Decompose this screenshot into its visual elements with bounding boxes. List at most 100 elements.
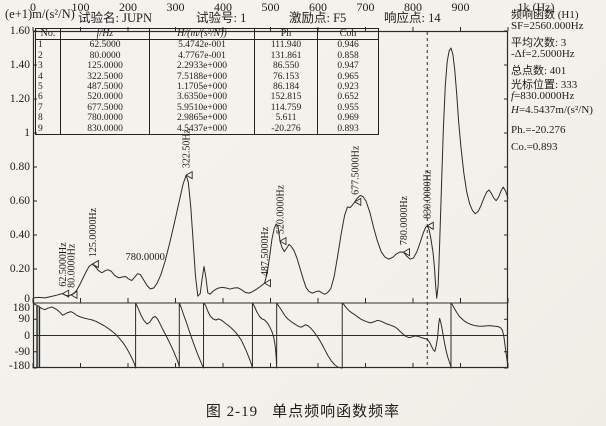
mag-axis-label: 0.20 <box>9 263 30 275</box>
mag-axis-label: 0.80 <box>9 161 30 173</box>
table-cell: 3 <box>35 61 61 72</box>
table-cell: 0.965 <box>317 71 379 83</box>
table-row: 6 520.0000 3.6350e+000 152.815 0.652 <box>35 92 379 103</box>
table-row: 2 80.0000 4.7767e-001 131.861 0.858 <box>35 50 379 62</box>
sidebar-line: SF=2560.000Hz <box>511 20 584 32</box>
y-axis-unit-label: (e+1)m/(s²/N) <box>5 7 75 21</box>
peak-marker-icon <box>279 236 287 246</box>
table-cell: 677.5000 <box>60 102 150 114</box>
free-annotation: 780.0000 <box>125 252 164 263</box>
excitation-point-field: 激励点: F5 <box>289 11 347 25</box>
peak-annotation: 62.5000Hz <box>58 242 69 287</box>
table-cell: 80.0000 <box>60 50 150 62</box>
table-row: 4 322.5000 7.5188e+000 76.153 0.965 <box>35 71 379 83</box>
table-cell: 131.861 <box>254 50 318 62</box>
table-cell: 5 <box>35 82 61 93</box>
phase-axis-label: -90 <box>14 345 30 358</box>
table-col-header: Coh <box>317 28 379 41</box>
table-cell: 86.550 <box>254 61 318 72</box>
table-cell: 0.858 <box>317 50 379 62</box>
mag-axis-label: 0.60 <box>9 195 30 207</box>
table-cell: 5.4742e-001 <box>149 39 255 51</box>
test-name-field: 试验名: JUPN <box>78 11 152 25</box>
table-cell: 3.6350e+000 <box>149 92 255 103</box>
peak-annotation: 487.5000Hz <box>260 226 271 276</box>
peak-annotation: 520.0000Hz <box>276 184 287 234</box>
table-cell: 8 <box>35 113 61 124</box>
table-row: 3 125.0000 2.2933e+000 86.550 0.947 <box>35 61 379 72</box>
table-cell: -20.276 <box>254 123 318 135</box>
x-axis-label: 200 <box>119 0 137 14</box>
phase-curve <box>32 302 509 369</box>
phase-axis-label: 0 <box>24 329 30 342</box>
sidebar-line: 总点数: 401 <box>511 65 567 77</box>
table-col-header: H/(m/(s²/N)) <box>149 28 255 41</box>
peak-table: No. f/Hz H/(m/(s²/N)) Ph Coh 1 62.5000 5.4742e… <box>35 28 379 136</box>
x-axis-label: 800 <box>404 0 422 14</box>
table-row: 5 487.5000 1.1705e+000 86.184 0.923 <box>35 82 379 93</box>
table-cell: 1 <box>35 39 61 51</box>
figure-number: 图 2-19 <box>205 404 259 420</box>
frf-plot-area: 62.5000Hz 80.0000Hz 125.0000Hz 322.50Hz 487.… <box>32 27 509 369</box>
table-col-header: Ph <box>254 28 318 41</box>
test-number-field: 试验号: 1 <box>196 11 247 25</box>
table-cell: 4.7767e-001 <box>149 50 255 62</box>
peak-marker-icon <box>353 197 362 207</box>
mag-axis-label: 1.40 <box>9 59 30 71</box>
figure-caption: 图 2-19 单点频响函数频率 <box>0 400 606 421</box>
x-axis-label: 400 <box>214 0 232 14</box>
table-cell: 4.5437e+000 <box>149 123 255 135</box>
mag-axis-label: 1.20 <box>9 93 30 105</box>
peak-annotation: 125.0000Hz <box>88 207 99 257</box>
magnitude-curve <box>32 47 509 299</box>
table-row: 1 62.5000 5.4742e-001 111.940 0.946 <box>35 39 379 51</box>
sidebar-line: 频响函数 (H1) <box>511 9 579 21</box>
peak-marker-icon <box>263 278 272 288</box>
phase-axis-label: -180 <box>8 360 30 372</box>
table-cell: 62.5000 <box>60 39 150 51</box>
x-axis-label: 500 <box>261 0 280 14</box>
table-cell: 9 <box>35 123 61 135</box>
table-cell: 86.184 <box>254 82 318 93</box>
table-cell: 0.946 <box>317 39 379 51</box>
header-line: (e+1)m/(s²/N) 试验名: JUPN 试验号: 1 激励点: F5 响… <box>0 7 606 25</box>
peak-annotation: 80.0000Hz <box>67 243 78 288</box>
peak-annotation: 677.5000Hz <box>350 145 361 195</box>
mag-axis-label: 0.40 <box>9 229 30 241</box>
table-cell: 322.5000 <box>60 71 150 83</box>
phase-axis-label: 180 <box>12 302 30 314</box>
x-axis-label: 900 <box>451 0 470 14</box>
table-cell: 0.969 <box>317 113 379 124</box>
peak-annotation: 780.0000Hz <box>399 195 410 245</box>
table-cell: 76.153 <box>254 71 318 83</box>
table-cell: 5.611 <box>254 113 318 124</box>
sidebar-line: 平均次数: 3 <box>511 37 567 49</box>
x-axis-label: 700 <box>356 0 375 14</box>
peak-marker-icon <box>426 221 434 231</box>
table-cell: 2.2933e+000 <box>149 61 255 72</box>
table-col-header: No. <box>35 28 61 41</box>
table-cell: 2.9865e+000 <box>149 113 255 124</box>
table-cell: 0.947 <box>317 61 379 72</box>
table-cell: 111.940 <box>254 39 318 51</box>
peak-marker-icon <box>61 289 70 298</box>
peak-annotation: 830.0000Hz <box>423 169 434 219</box>
peak-marker-icon <box>91 259 99 269</box>
table-cell: 830.0000 <box>60 123 150 135</box>
peak-annotation: 322.50Hz <box>182 128 193 168</box>
mag-axis-label: 1 <box>24 127 30 139</box>
table-col-header: f/Hz <box>60 28 150 41</box>
table-cell: 1.1705e+000 <box>149 82 255 93</box>
sidebar-line: H=4.5437m/(s²/N) <box>511 104 593 116</box>
x-axis-label: 1k (Hz) <box>517 0 555 14</box>
table-cell: 780.0000 <box>60 113 150 124</box>
table-row: 9 830.0000 4.5437e+000 -20.276 0.893 <box>35 123 379 135</box>
table-cell: 7 <box>35 102 61 114</box>
x-axis-label: 300 <box>166 0 185 14</box>
x-axis-label: 100 <box>71 0 90 14</box>
table-row: 7 677.5000 5.9510e+000 114.759 0.955 <box>35 102 379 114</box>
table-cell: 0.893 <box>317 123 379 135</box>
phase-axis-label: 90 <box>18 313 31 326</box>
